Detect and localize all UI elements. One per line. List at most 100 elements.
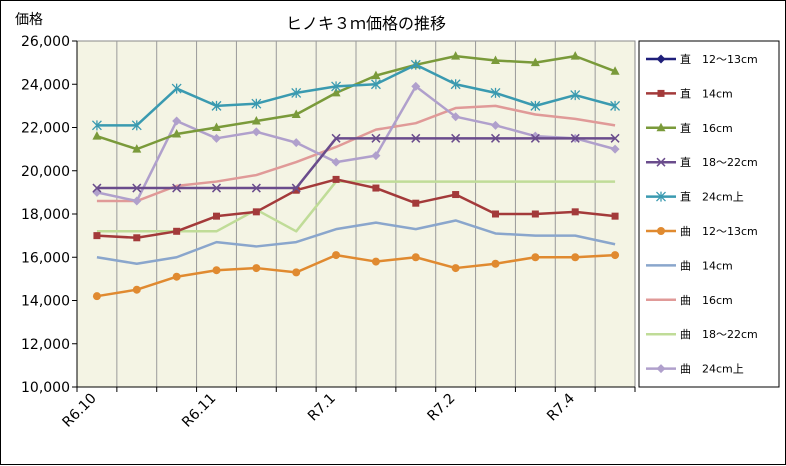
data-point [291,183,301,193]
legend-label: 直 24cm上 [680,190,744,204]
data-point [656,122,666,132]
data-point [93,232,101,240]
data-point [410,59,421,70]
legend-label: 直 18～22cm [680,155,758,169]
series-7 [96,219,616,265]
y-tick-label: 12,000 [21,337,70,353]
data-point [531,253,540,262]
data-point [452,191,460,199]
data-point [371,151,381,161]
data-point [92,292,101,301]
data-point [491,55,500,64]
data-point [610,133,620,143]
data-point [451,133,461,143]
data-point [291,87,302,98]
data-point [172,272,181,281]
data-point [530,133,540,143]
data-point [451,112,461,122]
data-point [291,109,301,119]
data-point [571,208,579,216]
data-point [371,133,381,143]
data-point [172,183,182,193]
data-point [132,196,142,206]
legend-item: 直 18～22cm [646,155,758,169]
data-point [451,51,461,60]
data-point [292,186,300,194]
series-line [96,137,616,190]
legend-item: 直 16cm [646,121,733,135]
data-point [371,257,380,266]
data-point [491,259,500,268]
data-point [252,208,260,216]
data-point [657,227,665,235]
legend-label: 直 12～13cm [680,52,758,66]
data-point [412,199,420,207]
data-point [251,98,262,109]
y-tick-label: 14,000 [21,294,70,310]
data-point [332,251,341,260]
series-10 [92,81,620,206]
legend-label: 直 14cm [680,86,733,100]
data-point [133,234,141,242]
data-point [491,120,500,130]
legend-item: 曲 12～13cm [646,225,758,238]
data-point [211,100,222,111]
data-point [291,138,301,148]
series-layer [91,51,621,301]
data-point [450,79,461,90]
data-point [91,120,102,131]
y-tick-label: 16,000 [21,250,70,266]
data-point [370,79,381,90]
legend-label: 曲 16cm [680,294,733,307]
x-tick-label: R7.1 [305,391,339,425]
data-point [610,66,620,75]
legend-label: 曲 24cm上 [680,363,744,376]
data-point [530,57,540,67]
series-line [96,219,616,265]
data-point [657,89,665,97]
legend-item: 直 12～13cm [646,52,758,66]
data-point [132,144,142,153]
data-point [372,184,380,192]
legend-label: 曲 14cm [680,259,733,272]
data-point [610,144,620,154]
data-point [571,253,580,262]
data-point [132,183,142,193]
series-6 [92,251,620,301]
data-point [212,266,221,275]
legend-item: 曲 24cm上 [646,363,744,376]
series-line [96,253,616,298]
series-2 [93,175,619,242]
data-point [132,285,141,294]
data-point [610,100,621,111]
x-tick-label: R7.4 [544,390,578,424]
data-point [173,227,181,235]
data-point [490,87,501,98]
data-point [251,183,261,193]
series-4 [92,133,620,193]
x-tick-label: R6.11 [179,391,219,431]
y-tick-label: 20,000 [21,164,70,180]
y-axis-label: 価格 [15,12,43,28]
data-point [331,133,341,143]
y-tick-label: 24,000 [21,77,70,93]
data-point [411,81,421,91]
legend-label: 曲 12～13cm [680,225,758,238]
data-point [492,210,499,218]
grid-lines [116,41,596,387]
x-tick-label: R7.2 [425,391,459,425]
legend-label: 直 16cm [680,121,733,135]
data-point [213,212,220,220]
data-point [292,268,301,277]
data-point [611,212,619,220]
series-line [96,180,616,233]
data-point [212,122,221,131]
x-tick-label: R6.10 [60,391,100,431]
data-point [411,133,421,143]
data-point [371,70,381,80]
data-point [172,128,182,138]
data-point [611,251,620,260]
data-point [212,133,221,143]
